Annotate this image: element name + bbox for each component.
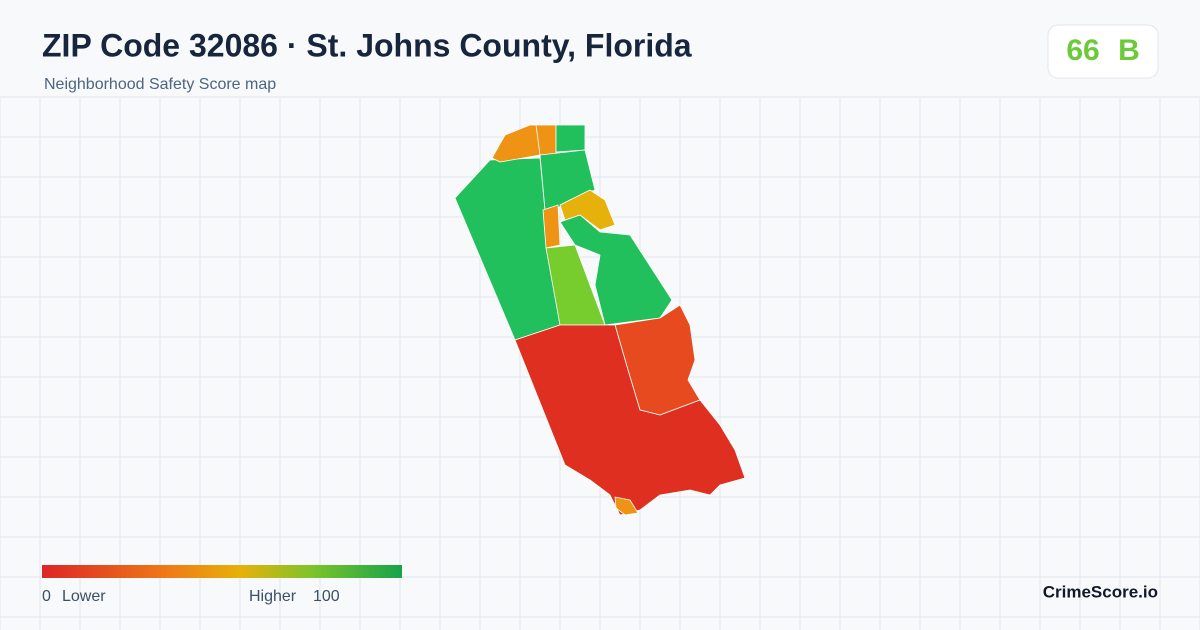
score-grade: B (1118, 34, 1140, 67)
area (545, 244, 606, 326)
legend-bar (42, 565, 402, 578)
score-badge (1047, 24, 1159, 79)
title: ZIP Code 32086 · St. Johns County, Flori… (42, 27, 692, 63)
area (542, 204, 561, 249)
area (614, 496, 639, 516)
subtitle: Neighborhood Safety Score map (44, 76, 276, 93)
grid (0, 96, 1200, 630)
brand: CrimeScore.io (1043, 582, 1158, 601)
zip-map (454, 124, 746, 516)
legend-min: 0 (42, 588, 51, 605)
score-value: 66 (1066, 34, 1099, 67)
legend-max-label: Higher (249, 588, 297, 605)
area (555, 124, 586, 153)
legend-min-label: Lower (62, 588, 106, 605)
area (535, 124, 557, 156)
legend-max: 100 (313, 588, 340, 605)
area (514, 324, 746, 516)
